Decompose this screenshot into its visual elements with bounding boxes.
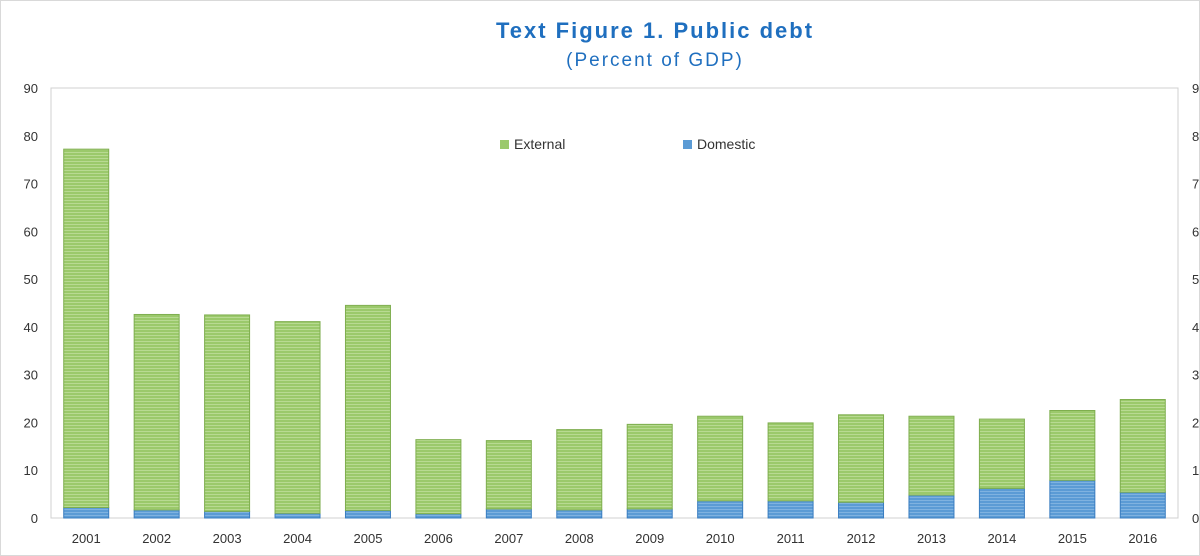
legend-swatch-domestic bbox=[683, 140, 692, 149]
y-tick-label: 40 bbox=[24, 320, 38, 335]
right-y-tick-label: 9 bbox=[1192, 81, 1199, 96]
y-tick-label: 60 bbox=[24, 224, 38, 239]
bar-domestic-2010 bbox=[697, 500, 744, 519]
x-tick-label: 2009 bbox=[635, 531, 664, 546]
bar-domestic-2003 bbox=[204, 510, 251, 519]
y-tick-label: 90 bbox=[24, 81, 38, 96]
y-tick-label: 0 bbox=[31, 511, 38, 526]
bar-external-2002 bbox=[133, 313, 180, 511]
x-tick-label: 2014 bbox=[987, 531, 1016, 546]
plot-area bbox=[50, 87, 1179, 519]
y-tick-label: 10 bbox=[24, 463, 38, 478]
bar-domestic-2015 bbox=[1049, 479, 1096, 519]
bar-external-2001 bbox=[63, 148, 110, 508]
bar-external-2008 bbox=[556, 429, 603, 511]
bar-domestic-2001 bbox=[63, 506, 110, 519]
bar-external-2011 bbox=[767, 422, 814, 502]
x-tick-label: 2008 bbox=[565, 531, 594, 546]
bar-external-2003 bbox=[204, 314, 251, 512]
bar-external-2007 bbox=[485, 440, 532, 510]
bar-domestic-2006 bbox=[415, 513, 462, 519]
bar-external-2013 bbox=[908, 415, 955, 496]
bar-domestic-2011 bbox=[767, 500, 814, 519]
legend-label-external: External bbox=[514, 136, 565, 152]
bar-external-2004 bbox=[274, 321, 321, 514]
x-tick-label: 2003 bbox=[213, 531, 242, 546]
bar-external-2010 bbox=[697, 415, 744, 502]
bar-domestic-2012 bbox=[838, 501, 885, 519]
bar-domestic-2007 bbox=[485, 508, 532, 519]
bar-domestic-2002 bbox=[133, 509, 180, 519]
right-y-tick-label: 1 bbox=[1192, 463, 1199, 478]
x-tick-label: 2011 bbox=[777, 531, 805, 546]
x-tick-label: 2004 bbox=[283, 531, 312, 546]
x-tick-label: 2013 bbox=[917, 531, 946, 546]
legend-label-domestic: Domestic bbox=[697, 136, 755, 152]
legend-swatch-external bbox=[500, 140, 509, 149]
bar-external-2006 bbox=[415, 439, 462, 515]
x-tick-label: 2007 bbox=[494, 531, 523, 546]
y-tick-label: 20 bbox=[24, 415, 38, 430]
right-y-tick-label: 7 bbox=[1192, 177, 1199, 192]
right-y-tick-label: 6 bbox=[1192, 224, 1199, 239]
right-y-tick-label: 3 bbox=[1192, 368, 1199, 383]
x-tick-label: 2010 bbox=[706, 531, 735, 546]
x-tick-label: 2006 bbox=[424, 531, 453, 546]
right-y-tick-label: 2 bbox=[1192, 415, 1199, 430]
bar-external-2016 bbox=[1119, 399, 1166, 493]
x-tick-label: 2001 bbox=[72, 531, 101, 546]
chart-title: Text Figure 1. Public debt bbox=[495, 18, 815, 43]
y-tick-label: 30 bbox=[24, 368, 38, 383]
bar-external-2015 bbox=[1049, 410, 1096, 481]
y-tick-label: 50 bbox=[24, 272, 38, 287]
bar-domestic-2013 bbox=[908, 494, 955, 519]
chart-subtitle: (Percent of GDP) bbox=[566, 50, 744, 71]
bar-external-2014 bbox=[978, 418, 1025, 489]
right-y-tick-label: 8 bbox=[1192, 129, 1199, 144]
x-tick-label: 2002 bbox=[142, 531, 171, 546]
bar-domestic-2004 bbox=[274, 512, 321, 519]
x-tick-label: 2012 bbox=[847, 531, 876, 546]
bar-domestic-2016 bbox=[1119, 491, 1166, 519]
bar-external-2005 bbox=[344, 304, 391, 511]
bar-external-2012 bbox=[838, 414, 885, 503]
x-tick-label: 2016 bbox=[1128, 531, 1157, 546]
y-tick-label: 70 bbox=[24, 177, 38, 192]
bar-domestic-2009 bbox=[626, 508, 673, 519]
right-y-tick-label: 0 bbox=[1192, 511, 1199, 526]
x-tick-label: 2015 bbox=[1058, 531, 1087, 546]
bar-domestic-2005 bbox=[344, 509, 391, 519]
bar-external-2009 bbox=[626, 423, 673, 510]
y-tick-label: 80 bbox=[24, 129, 38, 144]
bar-domestic-2014 bbox=[978, 487, 1025, 519]
bar-domestic-2008 bbox=[556, 509, 603, 519]
right-y-tick-label: 5 bbox=[1192, 272, 1199, 287]
x-tick-label: 2005 bbox=[354, 531, 383, 546]
right-y-tick-label: 4 bbox=[1192, 320, 1199, 335]
